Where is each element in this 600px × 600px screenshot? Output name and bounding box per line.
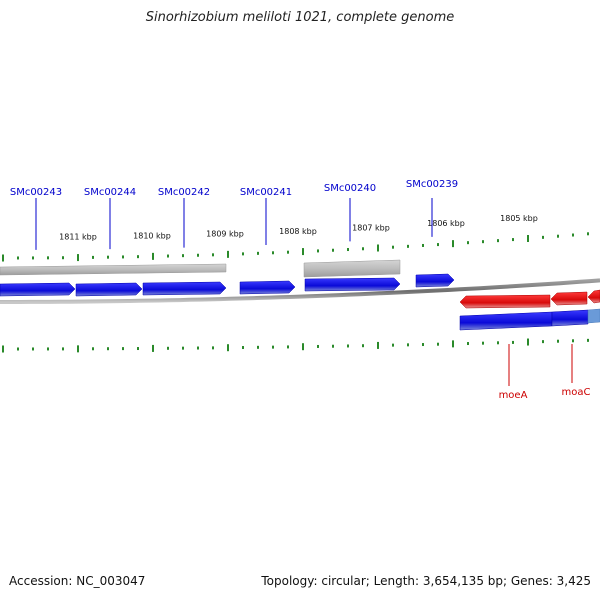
gene-label[interactable]: SMc00242 <box>158 187 210 198</box>
gene-label[interactable]: SMc00244 <box>84 187 136 198</box>
scale-label: 1806 kbp <box>427 219 465 228</box>
gene-label[interactable]: moaC <box>562 387 591 398</box>
forward-gene-arrow[interactable] <box>239 280 296 295</box>
scale-label: 1809 kbp <box>206 229 244 238</box>
gene-label[interactable]: SMc00240 <box>324 183 376 194</box>
scale-label: 1807 kbp <box>352 223 390 232</box>
reverse-gene-arrow[interactable] <box>550 291 588 306</box>
scale-label: 1810 kbp <box>133 231 171 240</box>
forward-gene-arrow[interactable] <box>587 308 600 324</box>
forward-gene-arrow[interactable] <box>415 273 455 288</box>
forward-gene-arrow[interactable] <box>459 311 553 331</box>
genome-backbone <box>0 278 600 304</box>
gene-label[interactable]: SMc00239 <box>406 179 458 190</box>
scale-label: 1811 kbp <box>59 233 97 242</box>
forward-gene-arrow[interactable] <box>0 282 76 297</box>
genome-title: Sinorhizobium meliloti 1021, complete ge… <box>145 10 455 25</box>
other-feature-bar <box>0 263 227 276</box>
scale-label: 1805 kbp <box>500 214 538 223</box>
scale-label: 1808 kbp <box>279 227 317 236</box>
forward-gene-arrow[interactable] <box>304 277 401 292</box>
gene-label[interactable]: moeA <box>499 390 528 401</box>
other-feature-bar <box>303 259 401 278</box>
reverse-gene-arrow[interactable] <box>587 289 600 304</box>
forward-gene-arrow[interactable] <box>142 281 227 296</box>
reverse-gene-arrow[interactable] <box>459 294 551 309</box>
gene-label[interactable]: SMc00241 <box>240 187 292 198</box>
gene-label[interactable]: SMc00243 <box>10 187 62 198</box>
forward-gene-arrow[interactable] <box>75 282 143 297</box>
genome-summary-text: Topology: circular; Length: 3,654,135 bp… <box>261 574 591 588</box>
forward-gene-arrow[interactable] <box>551 309 589 327</box>
accession-text: Accession: NC_003047 <box>9 574 146 588</box>
